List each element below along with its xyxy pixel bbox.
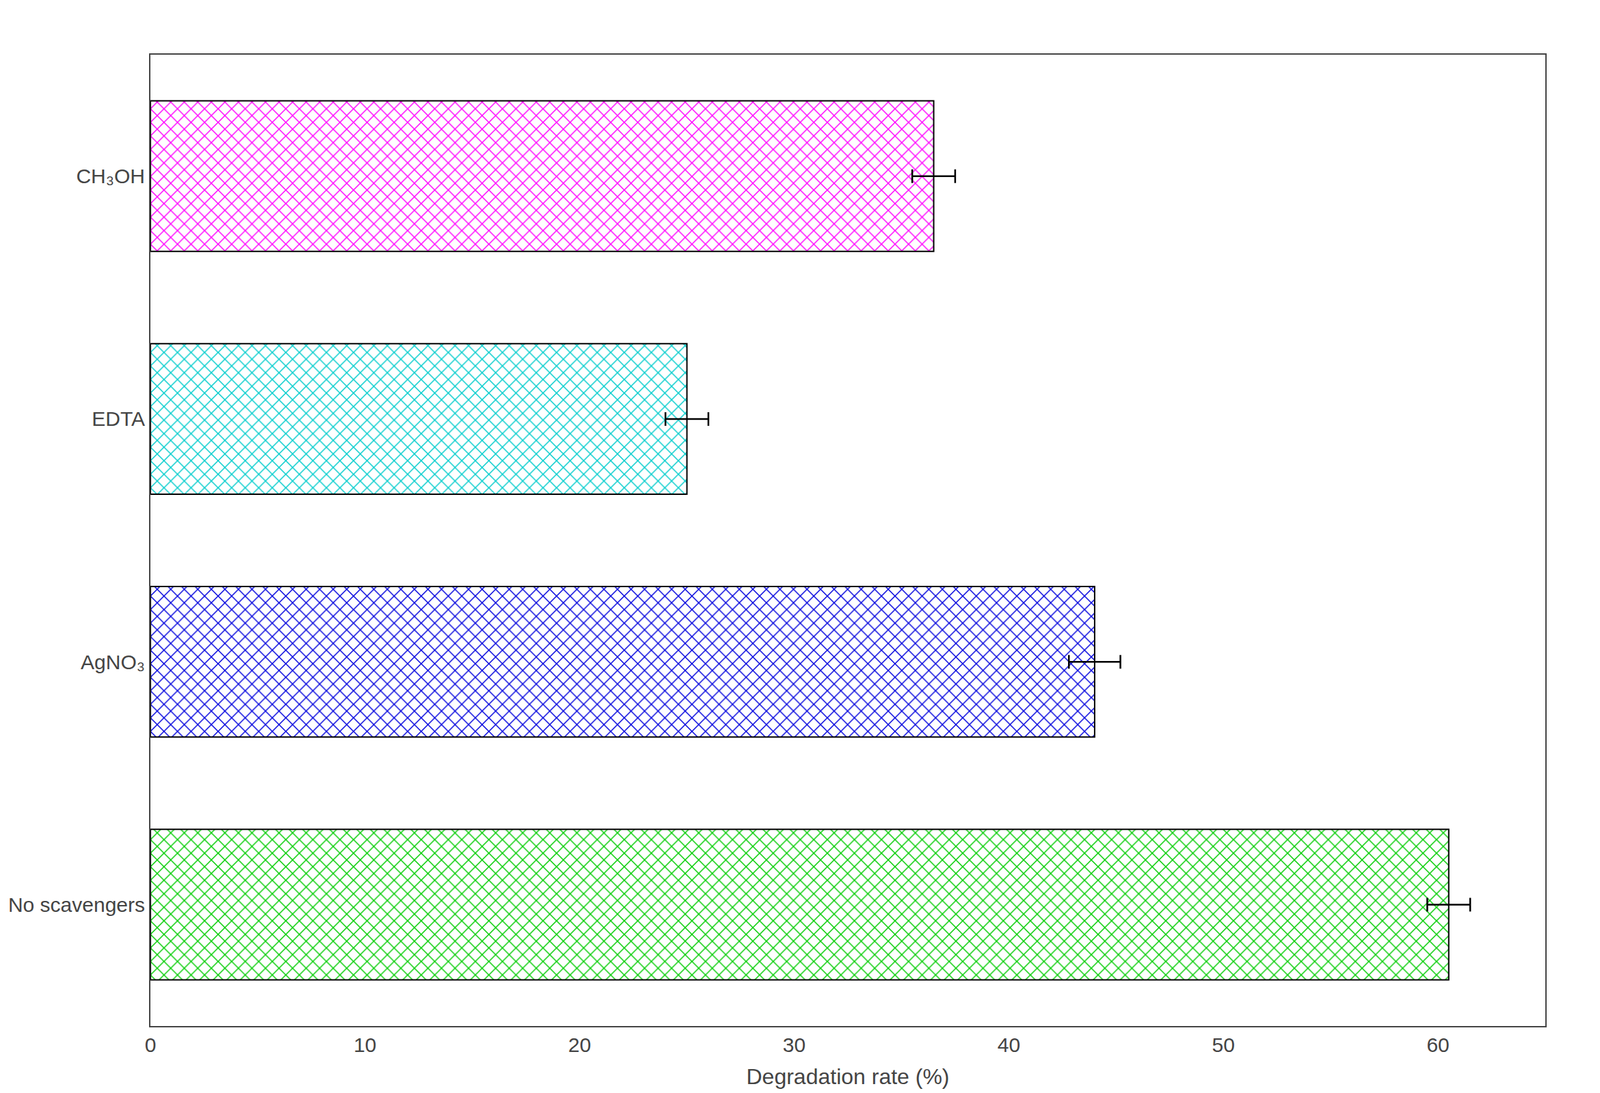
svg-text:CH₃OH: CH₃OH bbox=[75, 164, 145, 188]
svg-text:40: 40 bbox=[997, 1033, 1021, 1057]
svg-text:EDTA: EDTA bbox=[91, 407, 145, 431]
svg-text:60: 60 bbox=[1426, 1033, 1449, 1057]
svg-text:50: 50 bbox=[1212, 1033, 1235, 1057]
svg-text:No scavengers: No scavengers bbox=[8, 893, 145, 917]
svg-text:0: 0 bbox=[144, 1033, 157, 1057]
svg-text:30: 30 bbox=[782, 1033, 806, 1057]
svg-text:20: 20 bbox=[568, 1033, 591, 1057]
svg-text:AgNO₃: AgNO₃ bbox=[80, 650, 145, 674]
svg-text:10: 10 bbox=[353, 1033, 377, 1057]
svg-text:Degradation rate (%): Degradation rate (%) bbox=[745, 1064, 950, 1090]
